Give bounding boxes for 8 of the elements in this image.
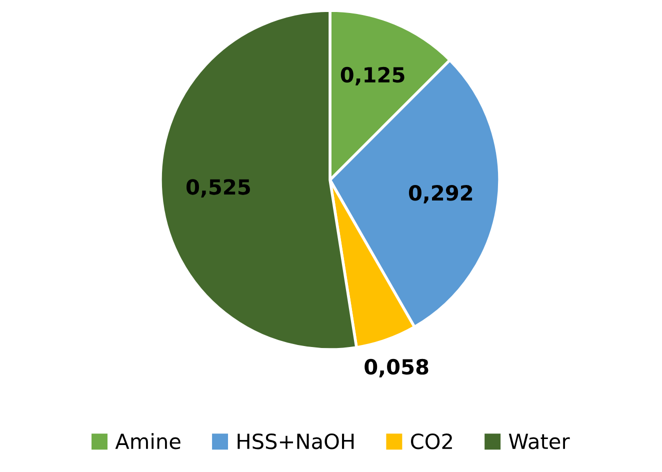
legend-label: CO2 (410, 433, 452, 450)
legend-label: Amine (115, 433, 180, 450)
legend-label: HSS+NaOH (238, 433, 354, 450)
legend-label: Water (508, 434, 570, 450)
data-label: 0,525 (186, 179, 250, 198)
data-label: 0,292 (408, 185, 472, 204)
data-label: 0,058 (364, 358, 428, 378)
data-label: 0,125 (340, 66, 404, 86)
